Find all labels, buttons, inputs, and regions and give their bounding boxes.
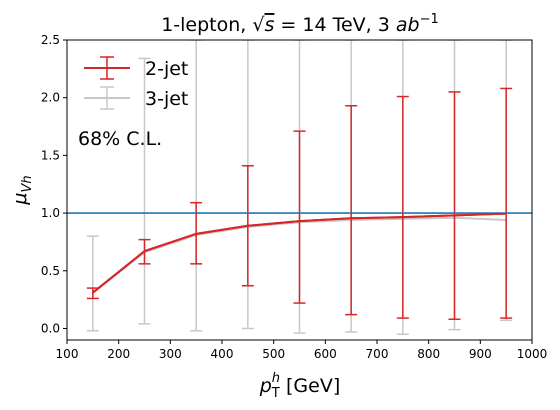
series-line-2-jet-top [92,212,507,294]
error-bar-3-jet [86,235,99,332]
y-tick-label: 2.5 [41,33,60,47]
legend-item-3-jet: 3-jet [84,86,188,110]
x-tick-label: 900 [469,347,492,361]
error-bar-2-jet [448,91,461,320]
x-tick-label: 600 [314,347,337,361]
confidence-level-annotation: 68% C.L. [78,128,162,150]
x-tick-label: 700 [366,347,389,361]
x-axis-label: pTh [GeV] [259,371,341,401]
y-tick-label: 0.0 [41,321,60,335]
chart-title: 1-lepton, √s = 14 TeV, 3 ab−1 [161,12,439,36]
error-bar-2-jet [396,95,409,319]
y-tick-label: 2.0 [41,91,60,105]
y-axis-label: μVh [9,175,35,205]
error-bar-2-jet [86,287,99,300]
legend-label: 2-jet [145,58,188,80]
y-axis: 0.0 0.5 1.0 1.5 2.0 2.5 [41,33,67,335]
series-layer [67,40,532,335]
legend-label: 3-jet [145,88,188,110]
x-tick-label: 800 [417,347,440,361]
x-tick-label: 500 [262,347,285,361]
legend-item-2-jet: 2-jet [84,56,188,80]
x-tick-label: 200 [107,347,130,361]
error-bar-2-jet [345,105,358,316]
y-tick-label: 1.0 [41,206,60,220]
error-bar-2-jet [293,130,306,304]
x-tick-label: 300 [159,347,182,361]
x-tick-label: 100 [56,347,79,361]
y-tick-label: 1.5 [41,148,60,162]
error-bar-2-jet [500,87,513,319]
error-bar-3-jet [138,57,151,325]
legend: 2-jet 3-jet [84,56,188,110]
y-tick-label: 0.5 [41,264,60,278]
x-axis: 100 200 300 400 500 600 700 800 900 1000 [56,340,548,361]
x-tick-label: 400 [211,347,234,361]
plot-frame [66,39,533,341]
x-tick-label: 1000 [517,347,548,361]
error-bar-3-jet [190,40,203,332]
